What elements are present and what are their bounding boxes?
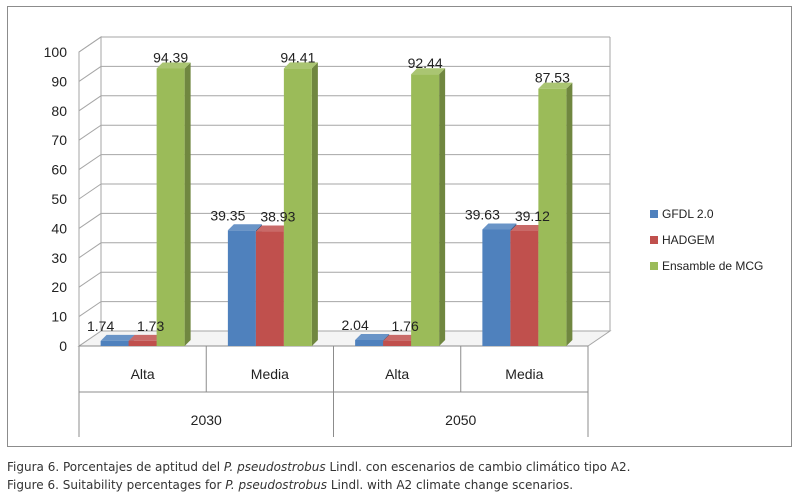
bar-top (355, 334, 390, 341)
data-label: 38.93 (260, 209, 295, 225)
bar-side (566, 82, 573, 346)
caption-en-suffix: Lindl. with A2 climate change scenarios. (327, 478, 574, 492)
y-tick-label: 100 (44, 44, 68, 60)
x-group-label: 2030 (191, 412, 222, 428)
bar-top (383, 334, 418, 341)
y-tick-label: 10 (51, 309, 67, 325)
y-tick-label: 70 (51, 132, 67, 148)
bar (510, 230, 539, 346)
legend-label: Ensamble de MCG (662, 259, 763, 273)
x-group-label: 2050 (445, 412, 476, 428)
y-tick-label: 60 (51, 162, 67, 178)
bar-top (255, 225, 290, 232)
bar-top (100, 334, 135, 341)
data-label: 39.12 (515, 208, 550, 224)
data-label: 94.39 (153, 49, 188, 65)
data-label: 94.41 (280, 49, 315, 65)
caption-es-suffix: Lindl. con escenarios de cambio climátic… (325, 460, 631, 474)
data-label: 1.73 (137, 318, 164, 334)
x-category-label: Alta (385, 366, 409, 382)
y-tick-label: 50 (51, 191, 67, 207)
bar (255, 231, 284, 346)
legend-swatch (650, 236, 658, 244)
y-tick-label: 40 (51, 220, 67, 236)
data-label: 1.76 (392, 318, 419, 334)
bar-side (439, 68, 446, 347)
x-category-label: Alta (131, 366, 155, 382)
bar (355, 340, 384, 346)
bar-top (411, 68, 446, 75)
data-label: 87.53 (535, 70, 570, 86)
bar (482, 229, 511, 346)
bar-top (538, 82, 573, 89)
legend-label: HADGEM (662, 233, 715, 247)
data-label: 39.63 (465, 206, 500, 222)
bar (383, 340, 412, 346)
caption-en-species: P. pseudostrobus (225, 478, 328, 492)
bar-top (156, 62, 191, 69)
x-category-label: Media (505, 366, 543, 382)
y-tick-label: 0 (59, 338, 67, 354)
data-label: 2.04 (342, 317, 369, 333)
y-tick-label: 80 (51, 103, 67, 119)
bar (411, 74, 440, 346)
legend-label: GFDL 2.0 (662, 207, 714, 221)
bar-top (482, 223, 517, 230)
caption-spanish: Figura 6. Porcentajes de aptitud del P. … (7, 460, 630, 474)
bar (156, 68, 185, 346)
gridline (78, 36, 610, 53)
y-tick-label: 90 (51, 73, 67, 89)
data-label: 39.35 (210, 207, 245, 223)
legend-swatch (650, 210, 658, 218)
bar-top (283, 62, 318, 69)
data-label: 1.74 (87, 318, 114, 334)
bar (227, 230, 256, 346)
legend-swatch (650, 262, 658, 270)
bar-top (227, 224, 262, 231)
caption-es-species: P. pseudostrobus (223, 460, 326, 474)
caption-es-prefix: Figura 6. Porcentajes de aptitud del (7, 460, 224, 474)
bar (100, 340, 129, 346)
y-tick-label: 20 (51, 279, 67, 295)
data-label: 92.44 (408, 55, 443, 71)
bar (283, 68, 312, 346)
y-tick-label: 30 (51, 250, 67, 266)
bar-top (510, 224, 545, 231)
bar (128, 340, 157, 346)
x-category-label: Media (251, 366, 289, 382)
bar-side (184, 62, 191, 346)
bar-side (311, 62, 318, 346)
caption-english: Figure 6. Suitability percentages for P.… (7, 478, 573, 492)
bar-top (128, 334, 163, 341)
chart-frame: 0 10 20 30 40 50 60 70 80 90 100 Alta Media Alta Media… (7, 6, 792, 447)
bar (538, 88, 567, 346)
gridline (78, 65, 610, 82)
caption-en-prefix: Figure 6. Suitability percentages for (7, 478, 226, 492)
